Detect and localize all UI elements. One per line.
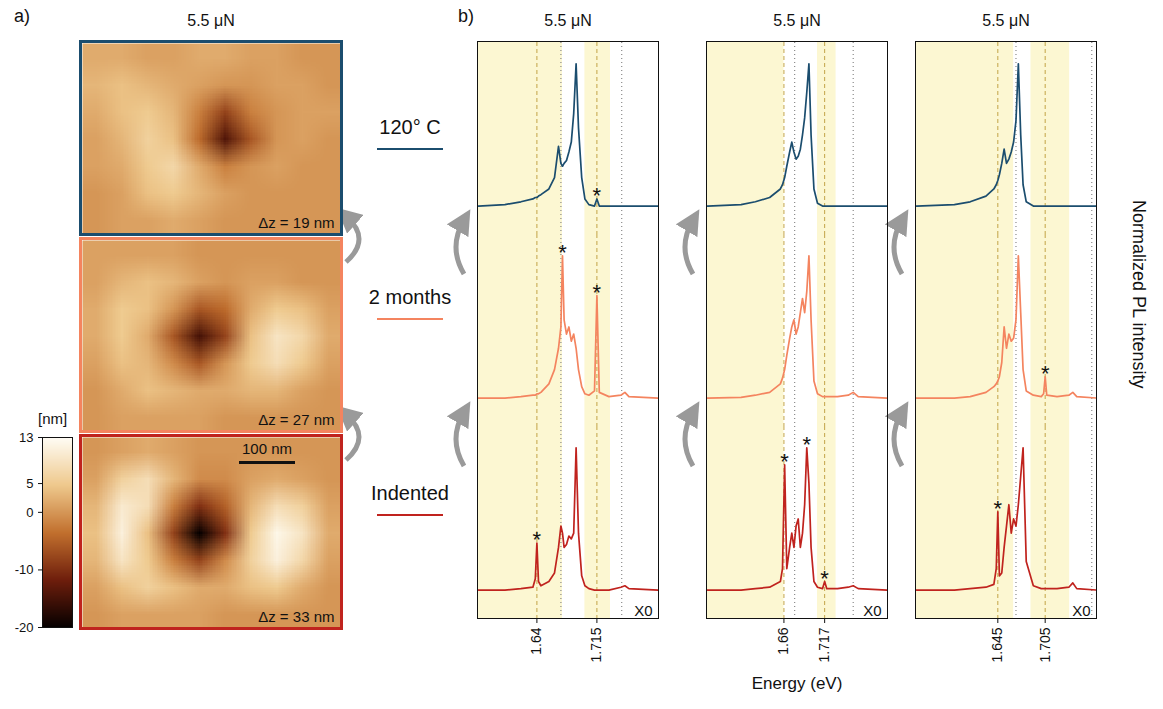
- html-text:Indented: Indented: [371, 482, 449, 504]
- html-text:2 months: 2 months: [368, 286, 452, 308]
- svg-text:X0: X0: [634, 602, 652, 619]
- svg-text:1.645: 1.645: [989, 627, 1005, 662]
- svg-text:*: *: [593, 183, 602, 208]
- svg-text:*: *: [558, 240, 567, 265]
- svg-text:*: *: [1041, 361, 1050, 386]
- svg-text:1.64: 1.64: [528, 627, 544, 654]
- svg-text:13: 13: [19, 430, 33, 445]
- svg-text:1.705: 1.705: [1037, 627, 1053, 662]
- html-text:b): b): [458, 6, 474, 26]
- html-text:Energy (eV): Energy (eV): [751, 674, 843, 693]
- svg-text:-20: -20: [15, 620, 34, 635]
- html-text:[nm]: [nm]: [38, 410, 68, 427]
- svg-text:*: *: [780, 449, 789, 474]
- html-text:100 nm: 100 nm: [242, 440, 292, 457]
- html-text:120° C: 120° C: [379, 116, 441, 138]
- svg-text:X0: X0: [1072, 602, 1090, 619]
- svg-text:*: *: [533, 527, 542, 552]
- html-text:5.5 μN: 5.5 μN: [187, 12, 235, 29]
- svg-text:5: 5: [26, 476, 33, 491]
- html-text:5.5 μN: 5.5 μN: [544, 12, 592, 29]
- svg-text:*: *: [994, 496, 1003, 521]
- svg-text:1.66: 1.66: [775, 627, 791, 654]
- html-text:Normalized PL intensity: Normalized PL intensity: [1129, 200, 1149, 389]
- svg-text:1.715: 1.715: [588, 627, 604, 662]
- svg-text:0: 0: [26, 505, 33, 520]
- svg-text:*: *: [820, 566, 829, 591]
- svg-text:Δz = 19 nm: Δz = 19 nm: [258, 214, 334, 231]
- svg-text:X0: X0: [863, 602, 881, 619]
- html-text:5.5 μN: 5.5 μN: [982, 12, 1030, 29]
- svg-text:-10: -10: [15, 562, 34, 577]
- html-text:5.5 μN: 5.5 μN: [773, 12, 821, 29]
- svg-text:*: *: [803, 432, 812, 457]
- svg-text:1.717: 1.717: [816, 627, 832, 662]
- svg-text:Δz = 27 nm: Δz = 27 nm: [258, 411, 334, 428]
- html-text:a): a): [14, 6, 30, 26]
- svg-text:Δz = 33 nm: Δz = 33 nm: [258, 608, 334, 625]
- svg-text:*: *: [593, 280, 602, 305]
